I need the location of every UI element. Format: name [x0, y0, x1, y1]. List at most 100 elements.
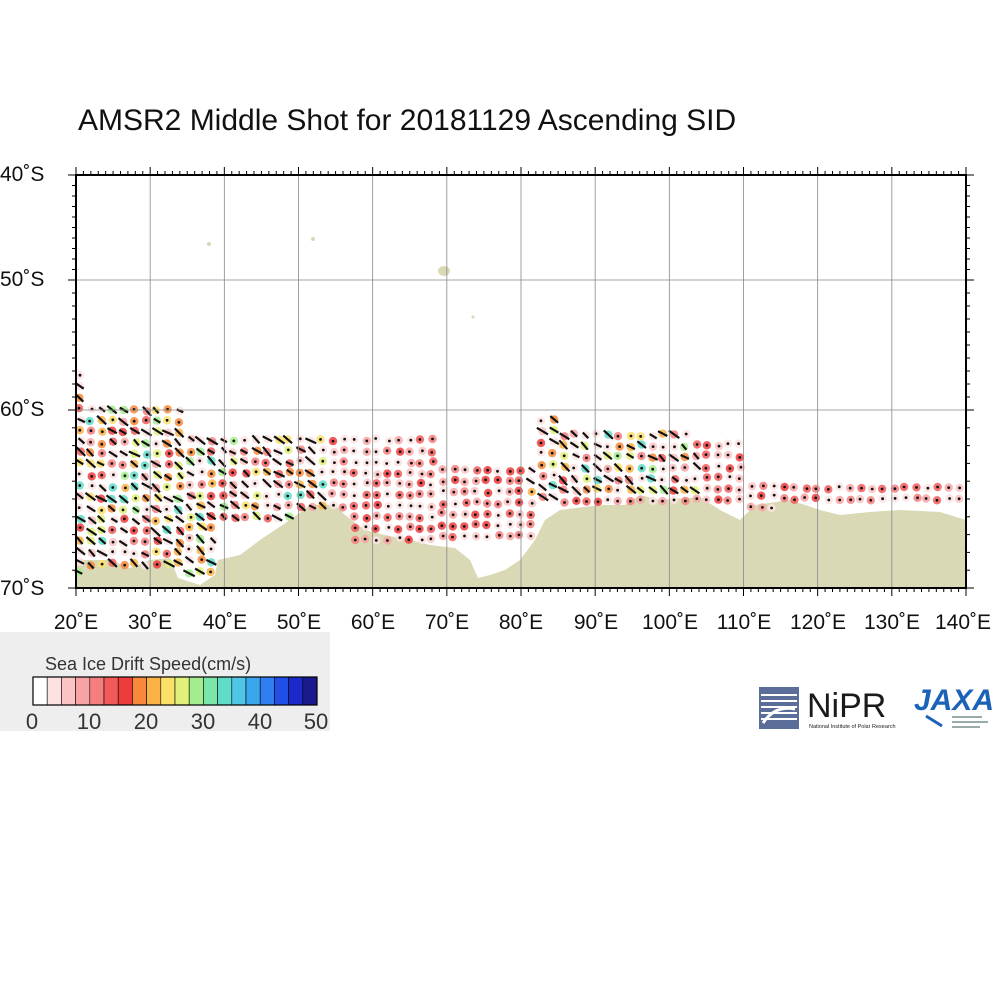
drift-vector: [163, 515, 174, 522]
drift-vector: [658, 453, 666, 463]
drift-vector: [671, 476, 679, 483]
drift-vector: [132, 529, 136, 532]
drift-vector: [463, 490, 466, 493]
drift-vector: [141, 551, 150, 558]
drift-vector: [285, 460, 294, 467]
drift-vector: [228, 450, 237, 455]
drift-vector: [418, 504, 422, 508]
drift-vector: [628, 467, 631, 471]
drift-vector: [548, 482, 558, 489]
drift-vector: [572, 453, 580, 459]
colorbar-swatch: [32, 676, 48, 706]
drift-vector: [496, 524, 500, 528]
drift-vector: [220, 513, 227, 521]
drift-vector: [398, 536, 402, 540]
drift-vector: [626, 452, 635, 459]
drift-vector: [948, 497, 951, 500]
drift-vector: [517, 501, 521, 504]
drift-vector: [659, 484, 669, 495]
drift-vector: [194, 512, 205, 522]
drift-vector: [232, 439, 236, 443]
drift-vector: [893, 497, 897, 500]
drift-vector: [603, 474, 615, 483]
drift-vector: [429, 492, 433, 496]
drift-vector: [186, 492, 197, 500]
drift-vector: [636, 486, 645, 494]
drift-vector: [648, 486, 658, 494]
drift-vector: [163, 473, 173, 481]
drift-vector: [572, 466, 576, 470]
drift-vector: [716, 453, 720, 457]
drift-vector: [188, 536, 191, 540]
drift-vector: [486, 491, 490, 495]
drift-vector: [716, 475, 720, 479]
drift-vector: [352, 438, 356, 441]
drift-vector: [570, 429, 578, 438]
drift-vector: [496, 502, 500, 506]
drift-vector: [100, 451, 104, 455]
drift-vector: [441, 480, 445, 484]
drift-vector: [814, 496, 818, 500]
drift-vector: [396, 528, 400, 531]
drift-vector: [453, 478, 457, 482]
drift-vector: [668, 429, 680, 439]
drift-vector: [668, 453, 680, 463]
drift-vector: [229, 500, 241, 510]
drift-vector: [95, 494, 108, 503]
lat-label-50s: 50˚S: [0, 268, 45, 291]
drift-vector: [253, 460, 257, 463]
drift-vector: [558, 439, 569, 450]
drift-vector: [508, 534, 512, 538]
legend-tick: 30: [190, 709, 216, 734]
drift-vector: [441, 503, 445, 506]
drift-vector: [517, 489, 521, 493]
drift-vector: [580, 464, 590, 474]
drift-vector: [200, 483, 204, 486]
drift-vector: [826, 487, 830, 491]
drift-vector: [133, 438, 140, 447]
drift-vector: [738, 497, 741, 501]
drift-vector: [106, 427, 118, 435]
drift-vector: [365, 461, 369, 465]
drift-vector: [772, 484, 776, 488]
drift-vector: [693, 477, 697, 481]
drift-vector: [473, 489, 476, 493]
drift-vector: [353, 515, 356, 518]
colorbar-swatch: [160, 676, 176, 706]
drift-vector: [304, 469, 316, 478]
drift-vector: [206, 501, 216, 509]
drift-vector: [186, 470, 195, 477]
drift-vector: [209, 537, 217, 544]
drift-vector: [200, 558, 204, 561]
drift-vector: [704, 498, 708, 502]
colorbar-swatch: [188, 676, 204, 706]
drift-vector: [692, 452, 700, 460]
drift-vector: [704, 453, 708, 456]
lon-label: 50˚E: [276, 611, 322, 634]
ice-drift-layer: [74, 371, 964, 578]
drift-vector: [220, 437, 228, 444]
legend-tick: 40: [247, 709, 273, 734]
lon-label: 120˚E: [789, 611, 847, 634]
drift-vector: [606, 498, 610, 502]
drift-vector: [536, 426, 549, 436]
drift-vector: [106, 404, 118, 415]
drift-vector: [195, 533, 205, 545]
drift-vector: [177, 420, 181, 424]
drift-vector: [563, 501, 566, 504]
drift-vector: [506, 500, 509, 504]
drift-vector: [409, 438, 413, 442]
drift-vector: [661, 499, 664, 503]
drift-vector: [671, 466, 675, 470]
drift-vector: [418, 438, 422, 441]
drift-vector: [548, 437, 560, 446]
drift-vector: [529, 534, 533, 538]
drift-vector: [606, 445, 609, 449]
drift-vector: [304, 437, 317, 445]
drift-vector: [539, 441, 543, 445]
drift-vector: [728, 475, 732, 479]
drift-vector: [277, 492, 281, 496]
drift-vector: [640, 454, 643, 458]
drift-vector: [408, 525, 412, 529]
drift-vector: [144, 418, 148, 422]
